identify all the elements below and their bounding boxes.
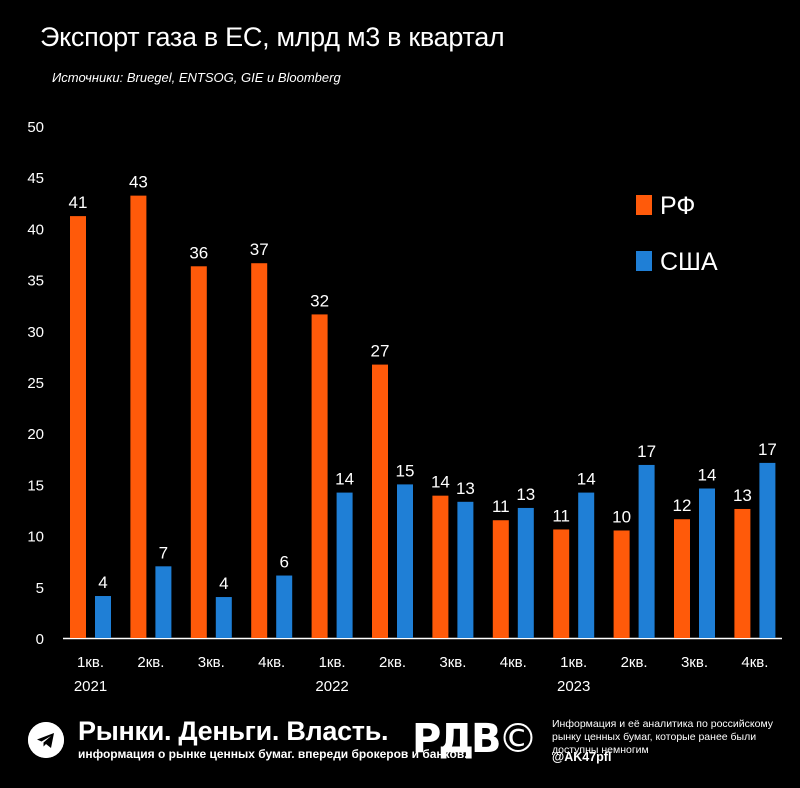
bar-value-label: 13 xyxy=(456,479,475,498)
x-tick-label: 1кв. xyxy=(77,654,104,671)
bar-rf xyxy=(251,263,268,638)
y-axis-labels: 0 5 10 15 20 25 30 35 40 45 50 xyxy=(27,119,44,648)
y-tick-label: 35 xyxy=(27,273,44,290)
x-tick-label: 2кв. xyxy=(379,654,406,671)
bar-rf xyxy=(613,530,630,638)
bar-usa xyxy=(397,484,413,638)
bar-rf xyxy=(311,314,328,638)
bar-usa xyxy=(578,492,595,638)
bar-usa xyxy=(457,501,474,638)
x-tick-label: 3кв. xyxy=(439,654,466,671)
bar-usa xyxy=(276,575,293,638)
bar-value-label: 11 xyxy=(492,497,510,516)
telegram-icon[interactable] xyxy=(28,722,64,758)
legend-label-usa: США xyxy=(660,248,718,276)
brand-name[interactable]: Рынки. Деньги. Власть. xyxy=(78,716,389,746)
bar-value-label: 32 xyxy=(310,291,329,310)
bar-value-label: 27 xyxy=(371,342,390,361)
bar-value-labels: 41 43 36 37 32 27 14 11 11 10 12 13 4 7 4 6 14 15 13 13 14 17… xyxy=(69,173,777,593)
bar-value-label: 14 xyxy=(431,473,450,492)
bar-value-label: 43 xyxy=(129,173,148,192)
bar-rf xyxy=(492,520,509,638)
y-tick-label: 25 xyxy=(27,375,44,392)
bar-rf xyxy=(372,364,388,638)
logo-symbol: © xyxy=(498,716,538,762)
x-tick-label: 4кв. xyxy=(500,654,527,671)
bar-usa xyxy=(759,462,776,638)
bar-rf xyxy=(734,508,751,638)
bar-usa xyxy=(638,464,655,638)
bar-usa xyxy=(95,596,111,638)
x-tick-label: 1кв. xyxy=(319,654,346,671)
y-tick-label: 0 xyxy=(36,631,44,648)
bar-value-label: 17 xyxy=(637,442,656,461)
chart-title: Экспорт газа в ЕС, млрд м3 в квартал xyxy=(40,22,505,52)
bar-value-label: 14 xyxy=(698,465,717,484)
bar-rf xyxy=(553,529,570,638)
bar-usa xyxy=(517,507,534,638)
y-tick-label: 10 xyxy=(27,529,44,546)
channel-handle[interactable]: @AK47pfl xyxy=(552,750,612,764)
y-tick-label: 15 xyxy=(27,477,44,494)
legend: РФ США xyxy=(636,192,718,276)
y-tick-label: 50 xyxy=(27,119,44,136)
x-tick-label: 2кв. xyxy=(621,654,648,671)
x-tick-label: 1кв. xyxy=(560,654,587,671)
bar-rf xyxy=(190,266,207,638)
logo-text: РДВ xyxy=(412,716,501,762)
legend-label-rf: РФ xyxy=(660,192,695,220)
bar-value-label: 15 xyxy=(396,461,415,480)
y-tick-label: 30 xyxy=(27,324,44,341)
chart-source: Источники: Bruegel, ENTSOG, GIE и Bloomb… xyxy=(52,70,341,85)
brand-tagline: информация о рынке ценных бумаг. впереди… xyxy=(78,747,468,761)
bar-value-label: 12 xyxy=(673,496,692,515)
x-tick-label: 4кв. xyxy=(258,654,285,671)
bar-value-label: 6 xyxy=(279,553,288,572)
bar-value-label: 13 xyxy=(516,485,535,504)
y-tick-label: 5 xyxy=(36,580,44,597)
bar-usa xyxy=(336,492,353,638)
bar-value-label: 13 xyxy=(733,486,752,505)
bar-value-label: 7 xyxy=(159,543,168,562)
bar-chart: 0 5 10 15 20 25 30 35 40 45 50 41 43 36 37 32 27 14 11 11 1… xyxy=(27,119,782,695)
y-tick-label: 40 xyxy=(27,221,44,238)
y-tick-label: 45 xyxy=(27,170,44,187)
x-tick-label: 3кв. xyxy=(681,654,708,671)
x-year-label: 2023 xyxy=(557,678,590,695)
y-tick-label: 20 xyxy=(27,426,44,443)
bar-value-label: 4 xyxy=(219,574,228,593)
bar-rf xyxy=(674,519,690,638)
footer-info: Информация и её аналитика по российскому… xyxy=(552,718,774,756)
bar-value-label: 14 xyxy=(335,470,354,489)
x-year-label: 2022 xyxy=(315,678,348,695)
x-tick-label: 2кв. xyxy=(137,654,164,671)
bar-usa xyxy=(699,488,715,638)
bar-rf xyxy=(70,216,86,638)
x-tick-label: 4кв. xyxy=(741,654,768,671)
bar-rf xyxy=(432,495,449,638)
bar-usa xyxy=(155,566,172,638)
bars xyxy=(70,195,776,638)
bar-rf xyxy=(130,195,147,638)
x-tick-label: 3кв. xyxy=(198,654,225,671)
bar-value-label: 41 xyxy=(69,193,88,212)
bar-value-label: 4 xyxy=(98,573,107,592)
bar-value-label: 37 xyxy=(250,240,269,259)
legend-swatch-usa xyxy=(636,251,652,271)
bar-value-label: 14 xyxy=(577,470,596,489)
bar-usa xyxy=(215,597,232,638)
bar-value-label: 36 xyxy=(189,243,208,262)
x-year-label: 2021 xyxy=(74,678,107,695)
x-axis-labels: 1кв. 2021 2кв. 3кв. 4кв. 1кв. 2022 2кв. 3кв. 4кв.… xyxy=(74,654,769,695)
bar-value-label: 11 xyxy=(552,506,570,525)
bar-value-label: 10 xyxy=(612,507,631,526)
legend-swatch-rf xyxy=(636,195,652,215)
bar-value-label: 17 xyxy=(758,440,777,459)
